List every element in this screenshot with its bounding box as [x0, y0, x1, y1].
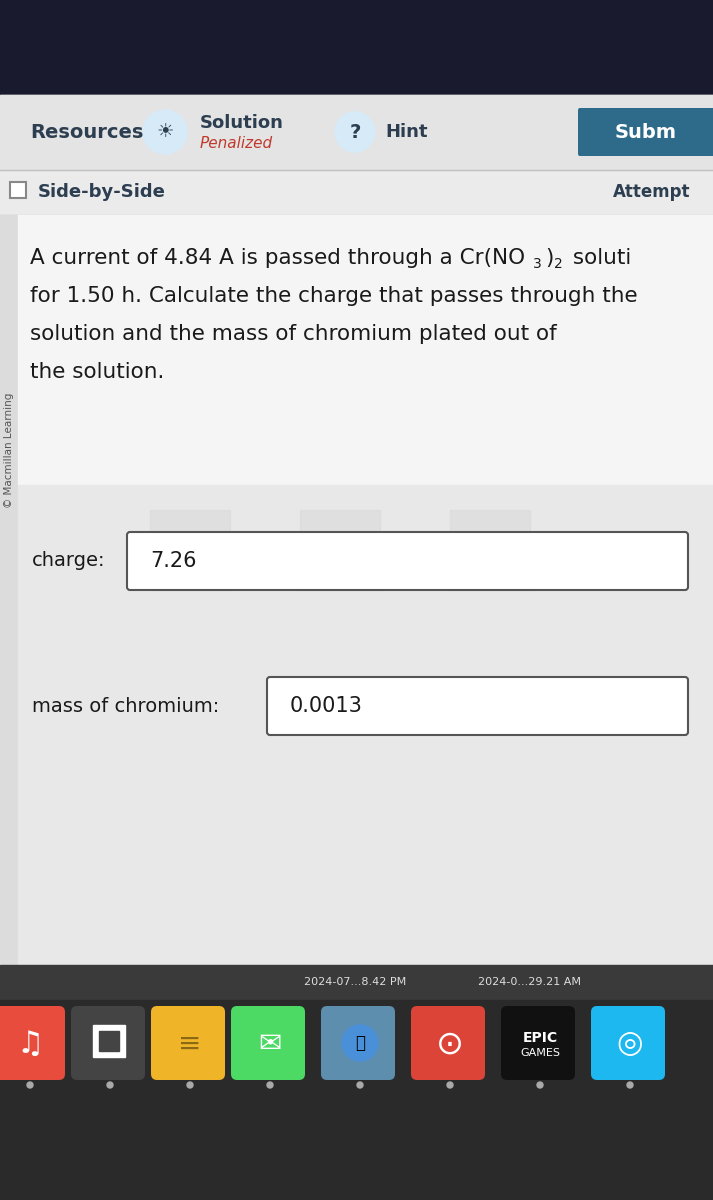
Text: Solution: Solution [200, 114, 284, 132]
Text: the solution.: the solution. [30, 362, 165, 382]
Text: ): ) [545, 248, 553, 268]
Text: 2024-07...8.42 PM: 2024-07...8.42 PM [304, 977, 406, 986]
Text: mass of chromium:: mass of chromium: [32, 696, 220, 715]
Text: ♫: ♫ [16, 1030, 43, 1058]
Text: 2024-0...29.21 AM: 2024-0...29.21 AM [478, 977, 582, 986]
Circle shape [627, 1082, 633, 1088]
Bar [0, 215, 18, 965]
FancyBboxPatch shape [411, 1006, 485, 1080]
Text: solution and the mass of chromium plated out of: solution and the mass of chromium plated… [30, 324, 557, 344]
Circle shape [107, 1082, 113, 1088]
Text: ≡: ≡ [178, 1030, 202, 1058]
Text: Penalized: Penalized [200, 136, 273, 150]
Text: ✉: ✉ [258, 1030, 282, 1058]
Bar [0, 0, 713, 95]
Text: Subm: Subm [615, 124, 677, 143]
Circle shape [143, 110, 187, 154]
Text: charge:: charge: [32, 552, 106, 570]
Text: for 1.50 h. Calculate the charge that passes through the: for 1.50 h. Calculate the charge that pa… [30, 286, 637, 306]
Circle shape [357, 1082, 363, 1088]
Text: 3: 3 [533, 257, 542, 271]
Text: GAMES: GAMES [520, 1048, 560, 1058]
Text: 2: 2 [554, 257, 563, 271]
Circle shape [447, 1082, 453, 1088]
FancyBboxPatch shape [0, 1006, 65, 1080]
Text: ⊙: ⊙ [436, 1027, 464, 1061]
Text: 7.26: 7.26 [150, 551, 197, 571]
Circle shape [27, 1082, 33, 1088]
Bar [300, 510, 380, 540]
Text: soluti: soluti [566, 248, 631, 268]
Text: Hint: Hint [385, 122, 428, 140]
Bar [0, 95, 713, 170]
Text: ◎: ◎ [617, 1030, 643, 1058]
FancyBboxPatch shape [71, 1006, 145, 1080]
Bar [0, 95, 713, 965]
Circle shape [267, 1082, 273, 1088]
FancyBboxPatch shape [231, 1006, 305, 1080]
Text: © Macmillan Learning: © Macmillan Learning [4, 392, 14, 508]
Circle shape [342, 1025, 378, 1061]
Bar [18, 485, 713, 965]
Bar [150, 560, 230, 590]
FancyBboxPatch shape [578, 108, 713, 156]
Bar [150, 510, 230, 540]
FancyBboxPatch shape [127, 532, 688, 590]
Text: Side-by-Side: Side-by-Side [38, 182, 166, 200]
Text: ☀: ☀ [156, 122, 174, 142]
Bar [450, 560, 530, 590]
Bar [0, 1000, 713, 1200]
FancyBboxPatch shape [501, 1006, 575, 1080]
Text: A current of 4.84 A is passed through a Cr(NO: A current of 4.84 A is passed through a … [30, 248, 525, 268]
Bar [99, 1031, 119, 1051]
Bar [18, 215, 713, 485]
Bar [300, 560, 380, 590]
FancyBboxPatch shape [321, 1006, 395, 1080]
Text: 🔒: 🔒 [355, 1034, 365, 1052]
Text: Attempt: Attempt [612, 182, 690, 200]
Circle shape [537, 1082, 543, 1088]
FancyBboxPatch shape [591, 1006, 665, 1080]
FancyBboxPatch shape [151, 1006, 225, 1080]
Text: ?: ? [349, 124, 361, 143]
Circle shape [187, 1082, 193, 1088]
Text: 0.0013: 0.0013 [290, 696, 363, 716]
Circle shape [335, 112, 375, 152]
Bar [0, 170, 713, 215]
FancyBboxPatch shape [267, 677, 688, 734]
Text: Resources: Resources [30, 122, 143, 142]
Bar [450, 510, 530, 540]
Bar [10, 182, 26, 198]
Bar [0, 965, 713, 1000]
Bar [93, 1025, 125, 1057]
Bar [0, 215, 713, 965]
Text: EPIC: EPIC [523, 1031, 558, 1045]
